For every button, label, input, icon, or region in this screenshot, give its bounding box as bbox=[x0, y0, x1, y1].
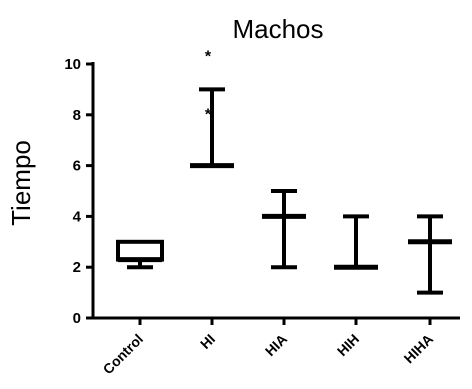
significance-asterisk: * bbox=[205, 48, 212, 65]
y-tick-label: 10 bbox=[64, 56, 81, 73]
y-tick-label: 2 bbox=[73, 259, 81, 276]
annotations: ** bbox=[205, 48, 212, 123]
x-tick-label: HIHA bbox=[401, 331, 437, 367]
y-tick-label: 4 bbox=[73, 208, 82, 225]
box-iqr bbox=[116, 239, 164, 262]
y-tick-label: 8 bbox=[73, 107, 81, 124]
x-tick-label: HIH bbox=[334, 331, 362, 359]
y-tick-label: 0 bbox=[73, 310, 81, 327]
y-axis-label: Tiempo bbox=[6, 140, 36, 226]
x-tick-label: HIA bbox=[262, 331, 290, 359]
axes bbox=[91, 62, 460, 320]
x-tick-label: HI bbox=[197, 331, 218, 352]
x-tick-label: Control bbox=[100, 331, 147, 378]
box-HI bbox=[190, 87, 234, 169]
box-HIA bbox=[262, 189, 306, 270]
box-HIH bbox=[334, 214, 378, 270]
y-tick-label: 6 bbox=[73, 158, 81, 175]
boxes bbox=[116, 87, 452, 295]
x-ticks: Control HI HIA HIH HIHA bbox=[100, 318, 437, 378]
box-HIHA bbox=[408, 214, 452, 295]
box-Control bbox=[116, 239, 164, 270]
significance-asterisk: * bbox=[205, 107, 212, 124]
chart-title: Machos bbox=[232, 14, 323, 44]
y-ticks: 0 2 4 6 8 10 bbox=[64, 56, 93, 327]
